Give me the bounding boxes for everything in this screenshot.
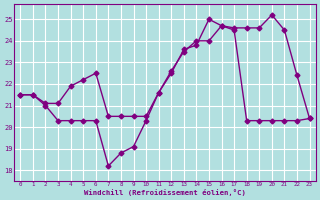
X-axis label: Windchill (Refroidissement éolien,°C): Windchill (Refroidissement éolien,°C): [84, 189, 246, 196]
